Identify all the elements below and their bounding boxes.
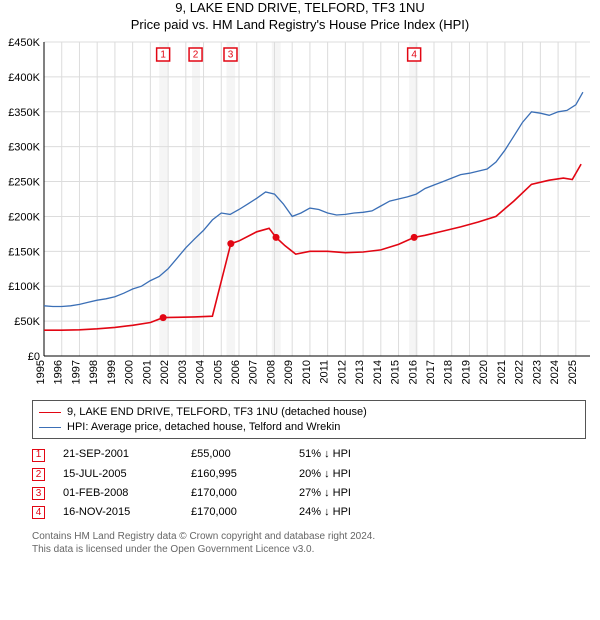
x-tick-label: 2013 [354,360,366,384]
tx-date: 21-SEP-2001 [63,445,173,464]
tx-row: 3 01-FEB-2008 £170,000 27% ↓ HPI [32,484,586,503]
footer-line1: Contains HM Land Registry data © Crown c… [32,530,586,543]
legend-label: 9, LAKE END DRIVE, TELFORD, TF3 1NU (det… [67,405,367,420]
title-line1: 9, LAKE END DRIVE, TELFORD, TF3 1NU [0,0,600,17]
tx-box-label: 4 [411,49,417,60]
x-tick-label: 2014 [372,360,384,384]
x-tick-label: 2020 [478,360,490,384]
x-tick-label: 2019 [460,360,472,384]
x-tick-label: 2023 [531,360,543,384]
x-tick-label: 1996 [53,360,65,384]
legend-swatch [39,427,61,428]
x-tick-label: 2003 [177,360,189,384]
y-tick-label: £400K [8,72,40,84]
y-tick-label: £50K [14,316,40,328]
x-tick-label: 2010 [301,360,313,384]
x-tick-label: 2016 [407,360,419,384]
tx-hpi: 51% ↓ HPI [299,445,389,464]
tx-price: £160,995 [191,465,281,484]
y-tick-label: £150K [8,246,40,258]
attribution-footer: Contains HM Land Registry data © Crown c… [32,530,586,556]
x-tick-label: 1999 [106,360,118,384]
x-tick-label: 2018 [443,360,455,384]
tx-marker: 3 [32,487,45,500]
y-tick-label: £200K [8,211,40,223]
title-line2: Price paid vs. HM Land Registry's House … [0,17,600,34]
tx-dot [227,240,234,247]
x-tick-label: 1997 [70,360,82,384]
x-tick-label: 2000 [124,360,136,384]
x-tick-label: 2017 [425,360,437,384]
legend-label: HPI: Average price, detached house, Telf… [67,420,340,435]
x-tick-label: 2015 [390,360,402,384]
marker-band [159,42,167,356]
tx-hpi: 20% ↓ HPI [299,465,389,484]
x-tick-label: 2022 [514,360,526,384]
x-tick-label: 2004 [195,360,207,384]
x-tick-label: 2006 [230,360,242,384]
tx-box-label: 3 [228,49,234,60]
x-tick-label: 2002 [159,360,171,384]
x-tick-label: 1995 [35,360,47,384]
tx-price: £55,000 [191,445,281,464]
tx-marker: 1 [32,449,45,462]
tx-hpi: 24% ↓ HPI [299,503,389,522]
tx-price: £170,000 [191,503,281,522]
transaction-table: 1 21-SEP-2001 £55,000 51% ↓ HPI 2 15-JUL-2005… [32,445,586,522]
footer-line2: This data is licensed under the Open Gov… [32,543,586,556]
x-tick-label: 2007 [248,360,260,384]
x-tick-label: 2021 [496,360,508,384]
tx-dot [273,234,280,241]
x-tick-label: 2012 [336,360,348,384]
y-tick-label: £250K [8,176,40,188]
tx-hpi: 27% ↓ HPI [299,484,389,503]
tx-dot [411,234,418,241]
tx-date: 01-FEB-2008 [63,484,173,503]
marker-band [192,42,200,356]
tx-date: 15-JUL-2005 [63,465,173,484]
series-hpi [44,92,583,306]
x-tick-label: 2008 [265,360,277,384]
tx-box-label: 2 [193,49,199,60]
x-tick-label: 2011 [319,360,331,384]
x-tick-label: 2024 [549,360,561,384]
y-tick-label: £350K [8,107,40,119]
tx-marker: 4 [32,506,45,519]
tx-box-label: 1 [160,49,166,60]
x-tick-label: 2001 [141,360,153,384]
marker-band [227,42,236,356]
tx-dot [160,314,167,321]
legend-row: 9, LAKE END DRIVE, TELFORD, TF3 1NU (det… [39,405,579,420]
tx-date: 16-NOV-2015 [63,503,173,522]
tx-row: 4 16-NOV-2015 £170,000 24% ↓ HPI [32,503,586,522]
x-tick-label: 2009 [283,360,295,384]
tx-price: £170,000 [191,484,281,503]
y-tick-label: £450K [8,37,40,49]
tx-marker: 2 [32,468,45,481]
series-prop [44,164,581,330]
x-tick-label: 2025 [567,360,579,384]
x-tick-label: 2005 [212,360,224,384]
x-tick-label: 1998 [88,360,100,384]
legend-row: HPI: Average price, detached house, Telf… [39,420,579,435]
chart: £0£50K£100K£150K£200K£250K£300K£350K£400… [0,36,600,394]
tx-row: 2 15-JUL-2005 £160,995 20% ↓ HPI [32,465,586,484]
legend: 9, LAKE END DRIVE, TELFORD, TF3 1NU (det… [32,400,586,440]
y-tick-label: £100K [8,281,40,293]
legend-swatch [39,412,61,413]
tx-row: 1 21-SEP-2001 £55,000 51% ↓ HPI [32,445,586,464]
chart-svg: £0£50K£100K£150K£200K£250K£300K£350K£400… [0,36,600,394]
y-tick-label: £300K [8,141,40,153]
